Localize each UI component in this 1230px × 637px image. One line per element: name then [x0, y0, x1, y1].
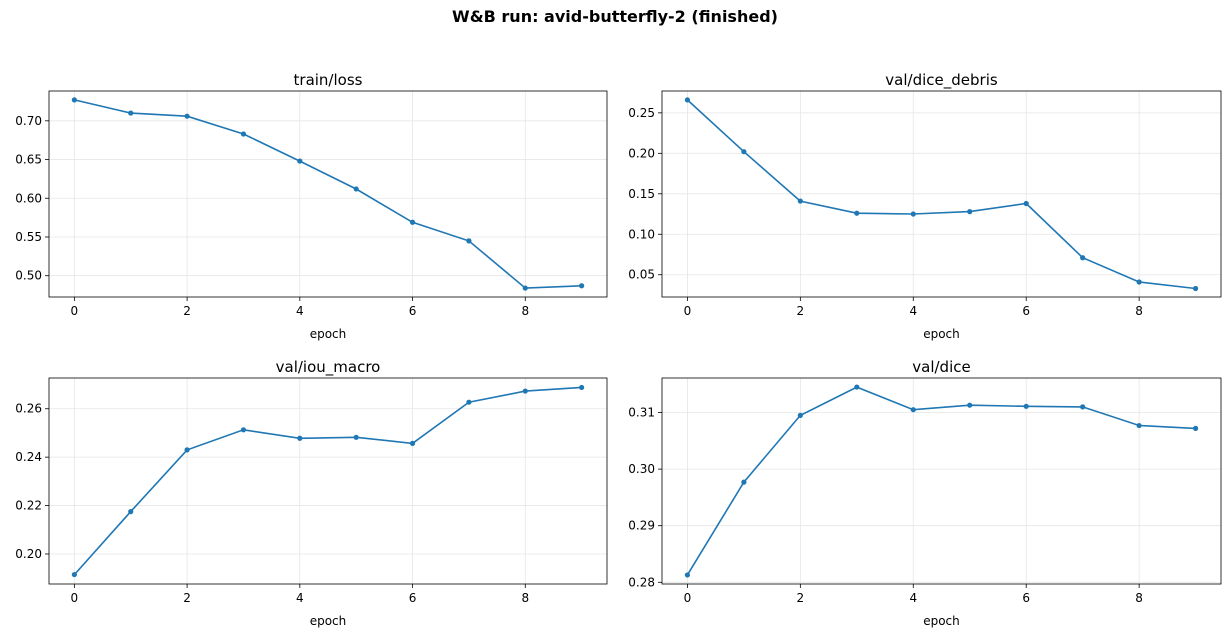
- data-point: [684, 97, 691, 103]
- y-tick-label: 0.60: [15, 191, 42, 205]
- x-axis-label: epoch: [923, 614, 960, 628]
- x-axis-label: epoch: [310, 327, 347, 341]
- data-point: [1080, 404, 1086, 410]
- data-point: [797, 412, 803, 418]
- data-point: [741, 149, 747, 155]
- x-tick-label: 2: [797, 304, 805, 318]
- data-point: [466, 399, 472, 405]
- x-tick-label: 0: [71, 591, 79, 605]
- y-tick-label: 0.24: [15, 450, 42, 464]
- data-point: [353, 186, 359, 192]
- data-point: [1023, 200, 1029, 207]
- chart-panel-3: 0 2 4 6 8 0.28 0.29 0.30 0.31 val/dice epoch: [628, 358, 1222, 628]
- x-tick-label: 0: [684, 591, 692, 605]
- x-axis-label: epoch: [310, 614, 347, 628]
- x-axis-label: epoch: [923, 327, 960, 341]
- y-tick-label: 0.10: [628, 227, 655, 241]
- x-tick-label: 8: [521, 591, 529, 605]
- data-point: [910, 211, 916, 217]
- y-tick-label: 0.22: [15, 499, 42, 513]
- data-point: [240, 427, 247, 433]
- y-tick-label: 0.20: [628, 146, 655, 160]
- axes-frame: [48, 377, 608, 585]
- x-tick-label: 6: [409, 304, 417, 318]
- axes-frame: [48, 90, 608, 298]
- data-point: [579, 384, 585, 391]
- data-point: [797, 198, 803, 204]
- data-point: [71, 571, 77, 578]
- data-point: [1192, 285, 1199, 292]
- x-tick-label: 4: [909, 304, 917, 318]
- x-tick-label: 0: [684, 304, 692, 318]
- y-tick-label: 0.26: [15, 402, 42, 416]
- data-point: [128, 110, 134, 116]
- y-tick-label: 0.65: [15, 153, 42, 167]
- data-point: [1023, 403, 1029, 409]
- y-tick-label: 0.25: [628, 106, 655, 120]
- data-point: [297, 435, 303, 441]
- y-tick-label: 0.05: [628, 268, 655, 282]
- data-point: [967, 209, 973, 215]
- x-tick-label: 0: [71, 304, 79, 318]
- series-line: [686, 386, 1196, 576]
- x-tick-label: 6: [1022, 591, 1030, 605]
- axes-frame: [661, 377, 1222, 585]
- series-line: [73, 386, 582, 576]
- chart-title: train/loss: [294, 71, 363, 89]
- y-tick-label: 0.20: [15, 547, 42, 561]
- x-tick-label: 6: [1022, 304, 1030, 318]
- data-point: [522, 388, 528, 394]
- data-point: [71, 97, 77, 103]
- y-tick-label: 0.70: [15, 114, 42, 128]
- x-tick-label: 2: [183, 304, 191, 318]
- data-point: [409, 219, 416, 225]
- y-tick-label: 0.31: [628, 406, 655, 420]
- data-point: [240, 131, 247, 137]
- data-point: [854, 384, 860, 390]
- x-tick-label: 4: [909, 591, 917, 605]
- data-point: [409, 440, 416, 446]
- data-point: [522, 285, 528, 291]
- figure-title: W&B run: avid-butterfly-2 (finished): [452, 7, 778, 26]
- x-tick-label: 8: [1135, 304, 1143, 318]
- y-tick-label: 0.15: [628, 187, 655, 201]
- data-point: [184, 113, 190, 119]
- data-point: [184, 447, 190, 453]
- data-point: [854, 210, 860, 216]
- chart-title: val/dice_debris: [885, 71, 998, 90]
- x-tick-label: 2: [797, 591, 805, 605]
- data-point: [1136, 279, 1142, 285]
- x-tick-label: 4: [296, 304, 304, 318]
- data-point: [128, 509, 134, 515]
- data-point: [684, 572, 691, 578]
- x-tick-label: 8: [521, 304, 529, 318]
- data-point: [910, 407, 916, 413]
- chart-panel-0: 0 2 4 6 8 0.50 0.55 0.60 0.65 0.70 train/loss epoch: [15, 71, 608, 341]
- x-tick-label: 2: [183, 591, 191, 605]
- y-tick-label: 0.30: [628, 462, 655, 476]
- x-tick-label: 6: [409, 591, 417, 605]
- data-point: [1136, 422, 1142, 429]
- chart-title: val/dice: [912, 358, 970, 376]
- data-point: [466, 238, 472, 244]
- data-point: [353, 434, 359, 440]
- data-point: [1080, 255, 1086, 261]
- y-tick-label: 0.50: [15, 269, 42, 283]
- x-tick-label: 8: [1135, 591, 1143, 605]
- data-point: [967, 402, 973, 408]
- y-tick-label: 0.29: [628, 519, 655, 533]
- y-tick-label: 0.55: [15, 230, 42, 244]
- x-tick-label: 4: [296, 591, 304, 605]
- series-line: [686, 99, 1196, 290]
- data-point: [579, 283, 585, 289]
- data-point: [741, 479, 747, 485]
- chart-title: val/iou_macro: [276, 358, 381, 377]
- y-tick-label: 0.28: [628, 575, 655, 589]
- data-point: [297, 158, 303, 164]
- series-line: [74, 99, 582, 289]
- data-point: [1192, 425, 1199, 431]
- chart-panel-1: 0 2 4 6 8 0.05 0.10 0.15 0.20 0.25 val/dice_debris…: [628, 71, 1222, 341]
